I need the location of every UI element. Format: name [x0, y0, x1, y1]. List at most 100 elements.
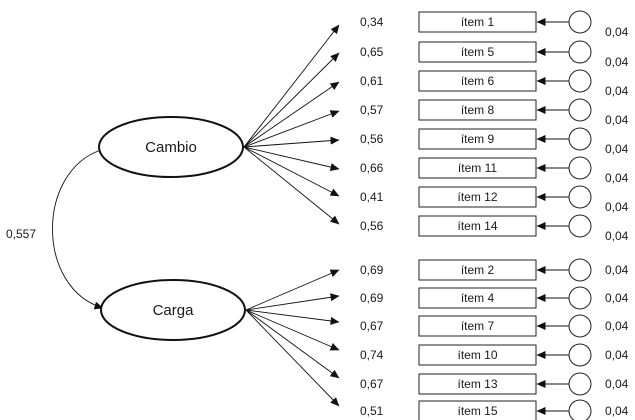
indicator-label: ítem 12: [457, 190, 497, 204]
indicator-box: [418, 128, 537, 150]
error-value: 0,04: [605, 291, 629, 305]
loading-value: 0,56: [360, 219, 384, 233]
indicator-box: [418, 215, 537, 237]
error-term-circle: [568, 98, 592, 122]
indicator-row: 0,51 ítem 15 0,04: [360, 399, 629, 420]
indicator-label: ítem 15: [457, 404, 497, 418]
indicator-label: ítem 13: [457, 377, 497, 391]
indicator-box: [418, 344, 537, 366]
indicator-label: ítem 14: [457, 219, 497, 233]
loading-arrow: [245, 309, 340, 351]
indicator-box: [418, 259, 537, 281]
indicator-box: [418, 287, 537, 309]
factor-correlation-label: 0,557: [6, 227, 36, 241]
indicator-row: 0,69 ítem 2 0,04: [360, 258, 629, 282]
edges-layer: [243, 24, 340, 407]
loading-value: 0,74: [360, 348, 384, 362]
indicator-box: [418, 373, 537, 395]
indicator-box: [418, 99, 537, 121]
error-term-circle: [568, 314, 592, 338]
indicator-row: 0,66 ítem 11 0,04: [360, 156, 629, 185]
loading-value: 0,67: [360, 319, 384, 333]
indicator-row: 0,65 ítem 5 0,04: [360, 40, 629, 69]
indicator-box: [418, 70, 537, 92]
loading-arrow: [245, 309, 340, 407]
indicator-row: 0,56 ítem 14 0,04: [360, 214, 629, 243]
error-value: 0,04: [605, 171, 629, 185]
indicator-box: [418, 11, 537, 33]
error-value: 0,04: [605, 25, 629, 39]
indicator-label: ítem 1: [461, 15, 495, 29]
error-term-circle: [568, 10, 592, 34]
factor-cambio: Cambio: [98, 116, 244, 178]
indicator-box: [418, 186, 537, 208]
loading-arrow: [243, 146, 340, 197]
indicator-box: [418, 41, 537, 63]
error-value: 0,04: [605, 113, 629, 127]
loading-arrow: [243, 136, 340, 148]
indicator-row: 0,69 ítem 4 0,04: [360, 286, 629, 310]
indicator-row: 0,74 ítem 10 0,04: [360, 343, 629, 367]
loading-arrow: [243, 81, 340, 148]
error-value: 0,04: [605, 348, 629, 362]
latent-factor-ellipse: [100, 279, 246, 341]
indicator-label: ítem 5: [461, 45, 495, 59]
loading-value: 0,69: [360, 291, 384, 305]
error-term-circle: [568, 372, 592, 396]
loading-arrow: [243, 146, 340, 225]
indicator-row: 0,56 ítem 9 0,04: [360, 127, 629, 156]
error-value: 0,04: [605, 377, 629, 391]
error-term-circle: [568, 127, 592, 151]
loading-value: 0,34: [360, 15, 384, 29]
loading-value: 0,41: [360, 190, 384, 204]
error-value: 0,04: [605, 263, 629, 277]
latent-factor-label: Cambio: [145, 139, 197, 156]
loading-value: 0,65: [360, 45, 384, 59]
loading-value: 0,61: [360, 74, 384, 88]
indicator-items-layer: 0,34 ítem 10,040,65 ítem 50,040,61 ítem 60,…: [360, 10, 629, 420]
loading-arrow: [245, 269, 340, 311]
loading-arrow: [243, 110, 340, 148]
indicator-row: 0,57 ítem 8 0,04: [360, 98, 629, 127]
error-term-circle: [568, 156, 592, 180]
error-term-circle: [568, 343, 592, 367]
factor-correlation-arrow: [52, 143, 111, 310]
error-value: 0,04: [605, 404, 629, 418]
loading-value: 0,67: [360, 377, 384, 391]
indicator-label: ítem 10: [457, 348, 497, 362]
indicator-label: ítem 9: [461, 132, 495, 146]
indicator-row: 0,61 ítem 6 0,04: [360, 69, 629, 98]
indicator-row: 0,67 ítem 13 0,04: [360, 372, 629, 396]
loading-arrow: [243, 146, 340, 171]
indicator-label: ítem 2: [461, 263, 495, 277]
indicator-box: [418, 315, 537, 337]
indicator-label: ítem 6: [461, 74, 495, 88]
loading-value: 0,69: [360, 263, 384, 277]
error-term-circle: [568, 185, 592, 209]
loading-value: 0,56: [360, 132, 384, 146]
error-term-circle: [568, 258, 592, 282]
loading-value: 0,57: [360, 103, 384, 117]
loading-arrow: [245, 309, 340, 325]
indicator-label: ítem 11: [458, 161, 497, 175]
error-value: 0,04: [605, 229, 629, 243]
error-term-circle: [568, 399, 592, 420]
error-value: 0,04: [605, 319, 629, 333]
factor-carga: Carga: [100, 279, 246, 341]
loading-arrow: [243, 52, 340, 148]
loading-value: 0,51: [360, 404, 384, 418]
indicator-row: 0,34 ítem 1 0,04: [360, 10, 629, 39]
loading-arrow: [245, 293, 340, 311]
error-value: 0,04: [605, 84, 629, 98]
latent-factor-ellipse: [98, 116, 244, 178]
indicator-row: 0,41 ítem 12 0,04: [360, 185, 629, 214]
loading-arrow: [243, 24, 340, 148]
error-value: 0,04: [605, 55, 629, 69]
latent-factor-label: Carga: [153, 302, 195, 319]
indicator-row: 0,67 ítem 7 0,04: [360, 314, 629, 338]
error-value: 0,04: [605, 142, 629, 156]
error-term-circle: [568, 40, 592, 64]
error-value: 0,04: [605, 200, 629, 214]
indicator-label: ítem 8: [461, 103, 495, 117]
